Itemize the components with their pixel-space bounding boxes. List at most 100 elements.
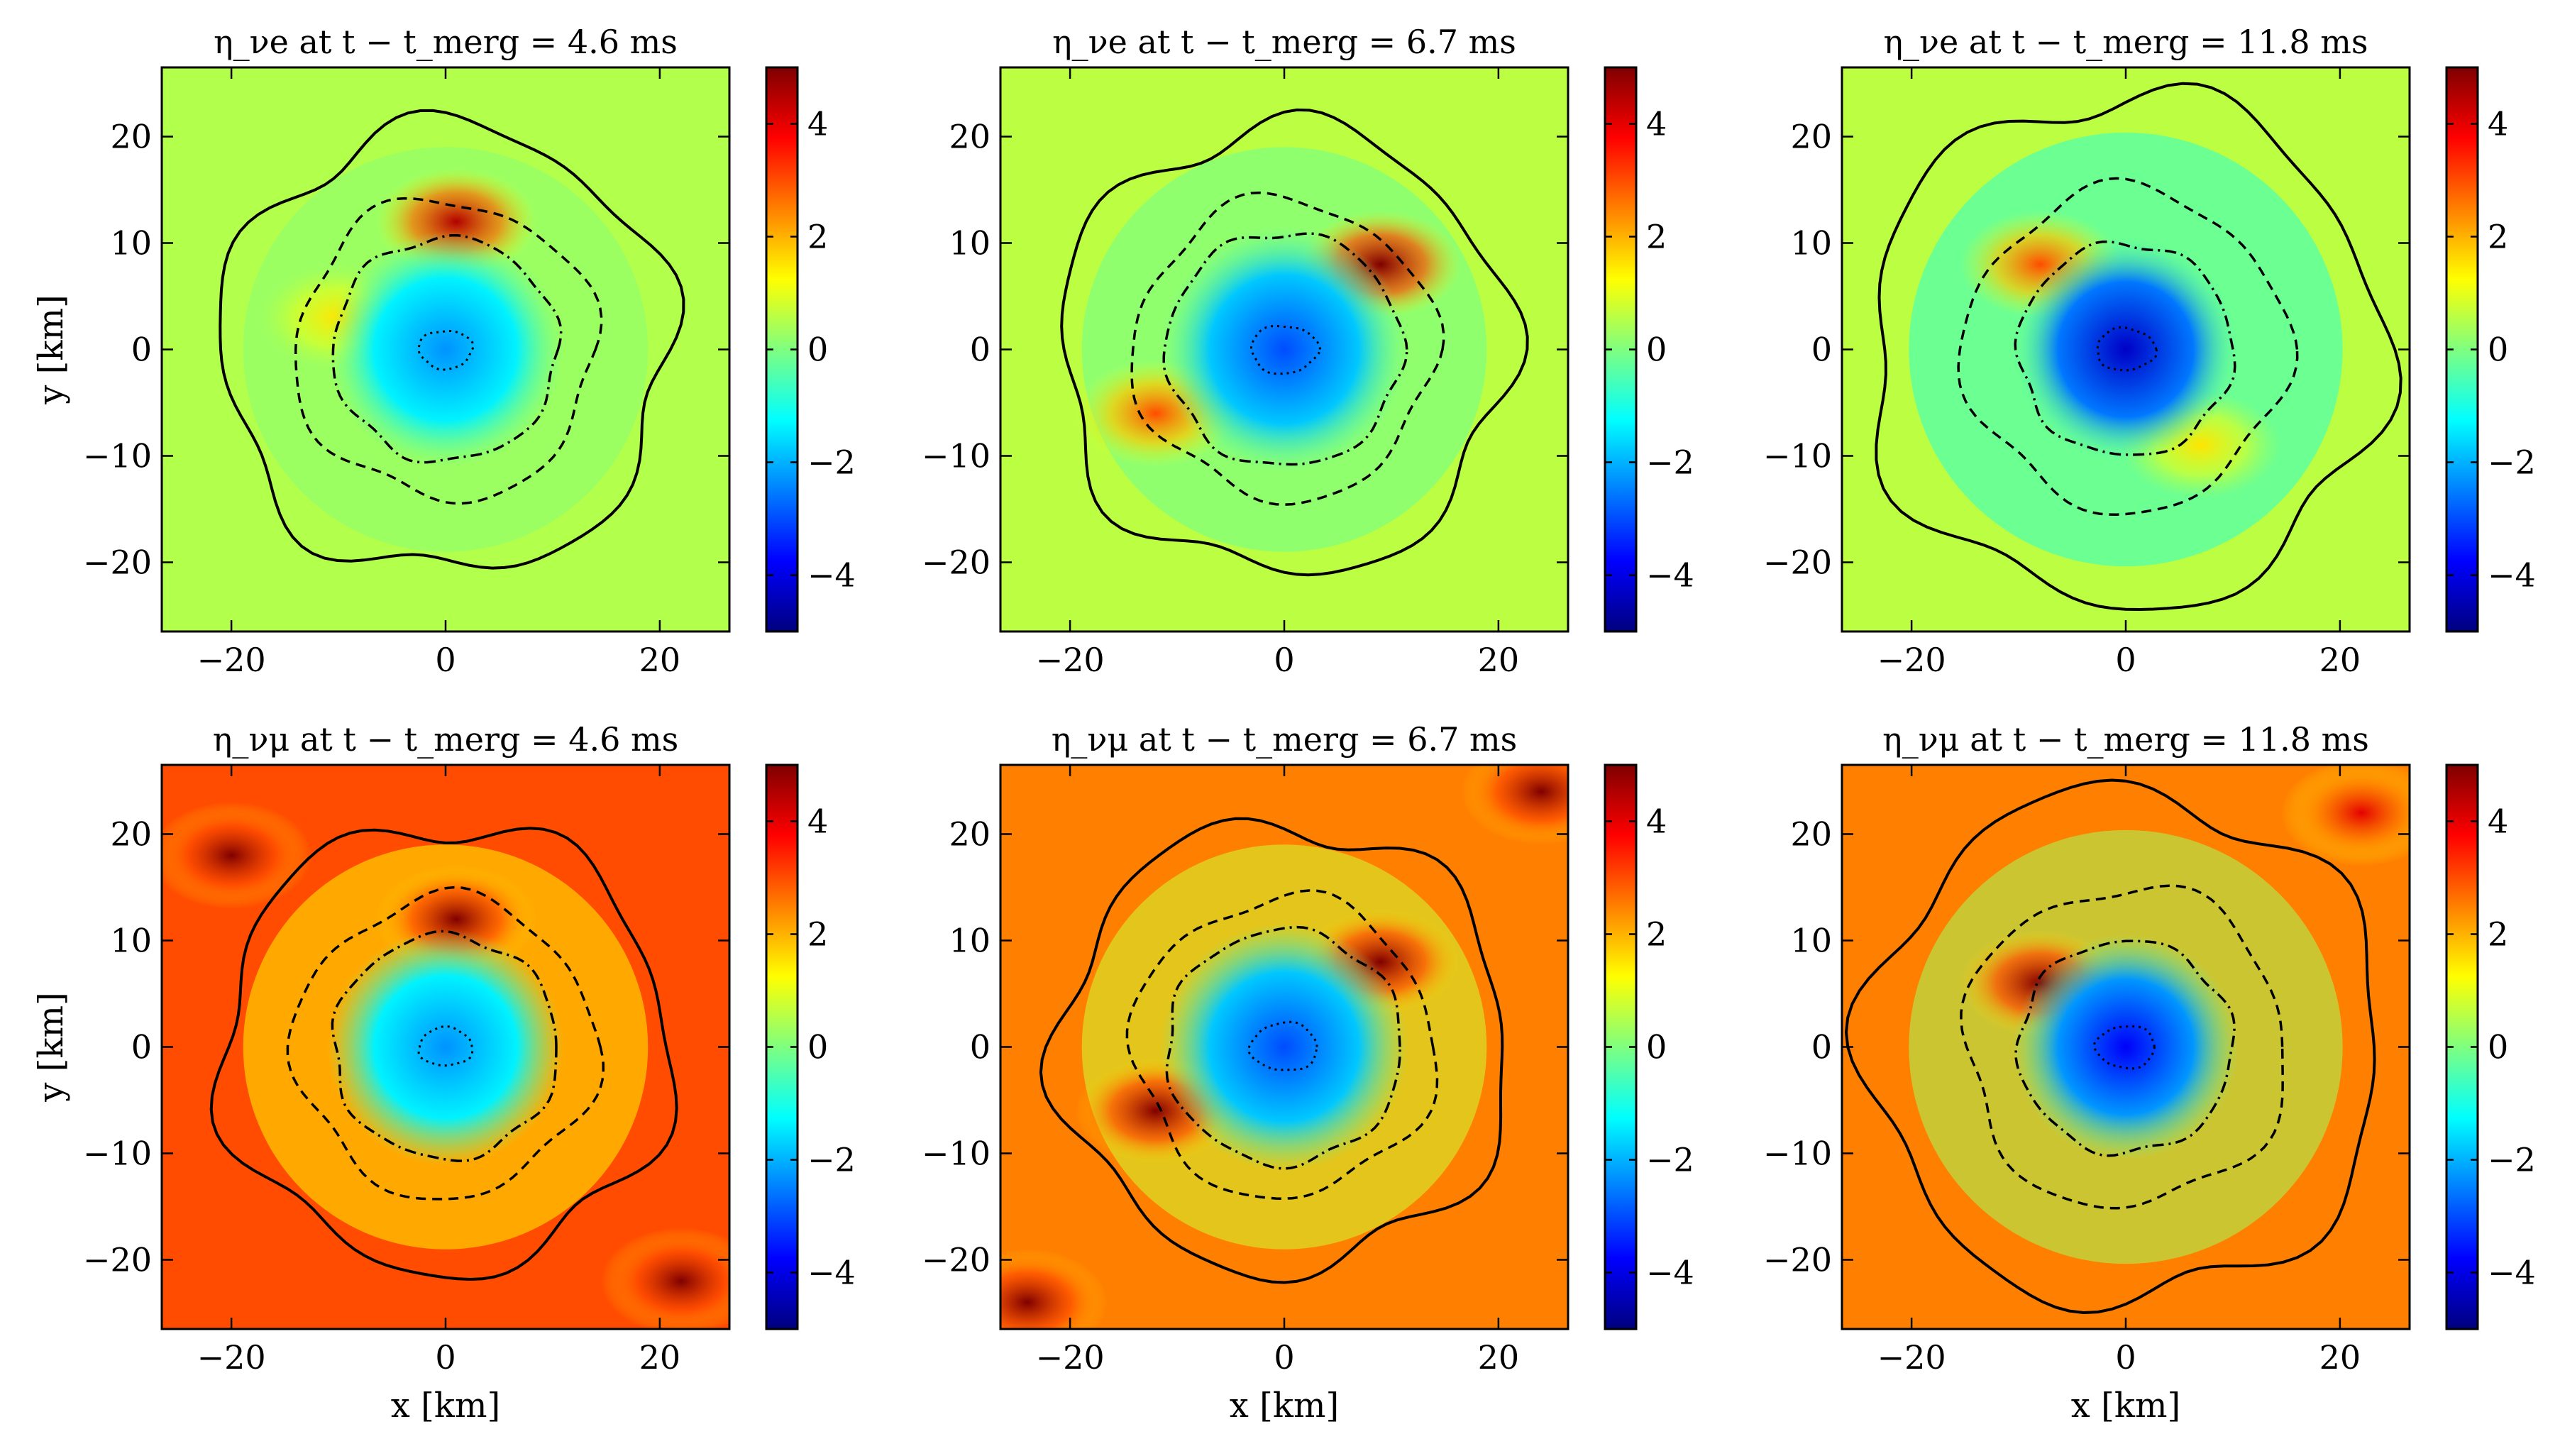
y-tick-label: 0 — [970, 331, 991, 369]
heatmap-core — [1160, 923, 1408, 1171]
y-tick-label: −20 — [922, 1241, 991, 1279]
y-tick-label: 10 — [949, 922, 991, 960]
y-tick-label: 10 — [110, 922, 152, 960]
contour-dashdot — [331, 930, 558, 1162]
x-tick-label: −20 — [197, 1338, 266, 1377]
contour-solid — [1039, 817, 1504, 1284]
heatmap-field — [1000, 67, 1568, 632]
heatmap-field — [1000, 765, 1568, 1329]
colorbar-tick-label: −4 — [807, 556, 856, 595]
x-tick-label: 0 — [435, 1338, 456, 1377]
y-axis-label: y [km] — [31, 992, 71, 1102]
colorbar-tick-label: 0 — [807, 331, 828, 369]
x-tick-label: 0 — [435, 641, 456, 679]
x-tick-label: 0 — [1274, 1338, 1294, 1377]
colorbar-tick-label: −2 — [1646, 443, 1694, 482]
contour-solid — [1060, 108, 1529, 577]
panel-title: η_νμ at t − t_merg = 4.6 ms — [213, 720, 678, 759]
panel-2: η_νe at t − t_merg = 6.7 ms−20 0 20−20−100… — [922, 23, 1694, 679]
contour-solid — [219, 109, 685, 570]
contour-solid — [209, 827, 678, 1281]
x-tick-label: 20 — [2319, 1338, 2361, 1377]
hot-region-corner-sw — [1000, 1249, 1108, 1329]
contour-dashdot — [1165, 925, 1401, 1170]
heatmap-field — [1842, 67, 2410, 632]
x-tick-label: 20 — [639, 641, 681, 679]
colorbar-tick-label: 0 — [1646, 331, 1667, 369]
colorbar-tick-label: 0 — [1646, 1028, 1667, 1066]
y-tick-label: 0 — [1811, 331, 1832, 369]
x-tick-label: −20 — [1036, 641, 1105, 679]
contour-dashdot — [331, 233, 563, 464]
contour-dashed — [286, 886, 605, 1201]
colorbar-tick-label: −4 — [1646, 1254, 1694, 1292]
colorbar-tick-label: −2 — [807, 443, 856, 482]
panel-title: η_νe at t − t_merg = 11.8 ms — [1884, 23, 2368, 61]
x-tick-label: −20 — [1877, 641, 1946, 679]
y-tick-label: −20 — [1763, 544, 1832, 582]
contour-dashed — [1125, 889, 1439, 1201]
colorbar-tick-label: 4 — [807, 803, 828, 841]
y-tick-label: 20 — [110, 815, 152, 854]
y-tick-label: −20 — [83, 544, 152, 582]
heatmap-field — [162, 67, 729, 632]
y-tick-label: −20 — [83, 1241, 152, 1279]
colorbar-tick-label: 0 — [2488, 331, 2508, 369]
panel-3: η_νe at t − t_merg = 11.8 ms−20 0 20−20−10… — [1763, 23, 2536, 679]
y-tick-label: −10 — [1763, 1135, 1832, 1173]
contour-dotted — [417, 1025, 474, 1067]
heatmap-core — [2013, 237, 2239, 462]
colorbar-tick-label: −4 — [1646, 556, 1694, 595]
panel-title: η_νe at t − t_merg = 4.6 ms — [214, 23, 678, 61]
colorbar-tick-label: 0 — [2488, 1028, 2508, 1066]
y-tick-label: 20 — [949, 118, 991, 156]
contour-dashdot — [1162, 232, 1408, 466]
y-tick-label: 20 — [1790, 815, 1832, 854]
colorbar-tick-label: −4 — [807, 1254, 856, 1292]
heatmap-core — [2013, 934, 2239, 1159]
heatmap-core — [327, 929, 564, 1165]
panel-1: η_νe at t − t_merg = 4.6 ms−20 0 20−20−100… — [31, 23, 856, 679]
panel-4: η_νμ at t − t_merg = 4.6 ms−20 0 20−20−100… — [31, 720, 856, 1425]
heatmap-core — [1160, 226, 1408, 473]
y-tick-label: 10 — [110, 224, 152, 263]
contour-dashed — [294, 197, 603, 505]
heatmap-field — [1842, 765, 2410, 1329]
colorbar-tick-label: 4 — [2488, 105, 2508, 143]
y-tick-label: 0 — [1811, 1028, 1832, 1066]
x-tick-label: −20 — [1877, 1338, 1946, 1377]
x-axis-label: x [km] — [2071, 1386, 2180, 1425]
colorbar-tick-label: −2 — [2488, 443, 2536, 482]
y-tick-label: 0 — [131, 331, 152, 369]
y-tick-label: −20 — [1763, 1241, 1832, 1279]
colorbar-tick-label: 4 — [1646, 105, 1667, 143]
colorbar-tick-label: 4 — [2488, 803, 2508, 841]
y-tick-label: −10 — [83, 437, 152, 475]
y-tick-label: −10 — [922, 437, 991, 475]
colorbar-tick-label: −2 — [807, 1141, 856, 1179]
colorbar-tick-label: 2 — [1646, 915, 1667, 954]
contour-dotted — [1247, 1020, 1318, 1071]
hot-region-outer-se — [600, 1228, 729, 1329]
colorbar-tick-label: 4 — [1646, 803, 1667, 841]
x-tick-label: 20 — [1478, 641, 1520, 679]
heatmap-core — [327, 231, 564, 468]
colorbar-tick-label: −4 — [2488, 556, 2536, 595]
heatmap-field — [162, 765, 729, 1329]
y-tick-label: 0 — [970, 1028, 991, 1066]
y-tick-label: −10 — [922, 1135, 991, 1173]
hot-region-outer-nw — [162, 802, 312, 909]
contour-solid — [1875, 82, 2402, 612]
panel-title: η_νe at t − t_merg = 6.7 ms — [1052, 23, 1516, 61]
y-tick-label: 10 — [949, 224, 991, 263]
x-tick-label: 20 — [639, 1338, 681, 1377]
colorbar-tick-label: 2 — [2488, 218, 2508, 256]
contour-dashdot — [2014, 240, 2236, 456]
contour-dashed — [1957, 177, 2299, 516]
y-tick-label: 10 — [1790, 922, 1832, 960]
contour-dashed — [1960, 884, 2284, 1210]
y-tick-label: 20 — [1790, 118, 1832, 156]
panel-6: η_νμ at t − t_merg = 11.8 ms−20 0 20−20−10… — [1763, 720, 2536, 1425]
colorbar-tick-label: 2 — [807, 915, 828, 954]
